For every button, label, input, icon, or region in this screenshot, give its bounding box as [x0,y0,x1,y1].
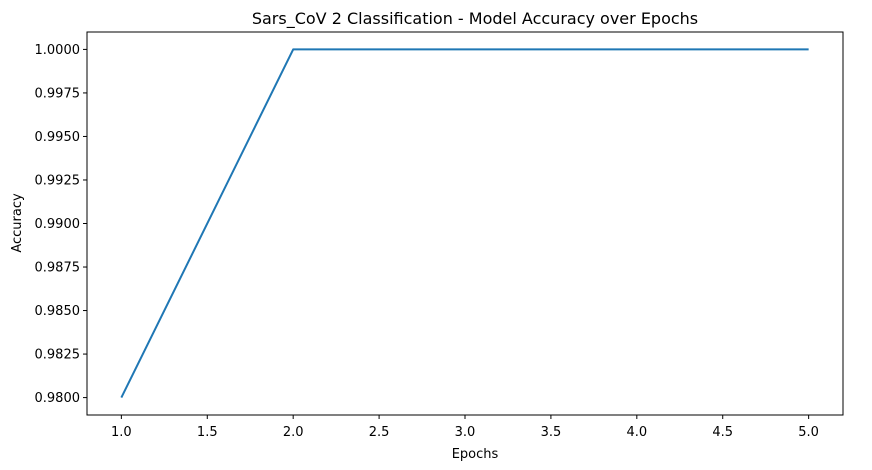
y-tick-label: 0.9950 [35,130,81,145]
y-axis-label: Accuracy [10,193,25,253]
y-tick-label: 0.9850 [35,304,81,319]
y-tick-label: 0.9800 [35,391,81,406]
plot-frame [86,31,844,416]
y-tick-label: 0.9925 [35,173,81,188]
y-tick-label: 0.9875 [35,261,81,276]
y-axis: 0.9800 0.9825 0.9850 0.9875 0.9900 0.9925 0.99… [35,43,87,406]
y-tick-label: 0.9975 [35,86,81,101]
x-tick-label: 4.0 [626,425,647,440]
x-tick-label: 1.5 [197,425,218,440]
chart-title: Sars_CoV 2 Classification - Model Accura… [252,9,698,29]
x-tick-label: 2.0 [283,425,304,440]
accuracy-series-line [120,48,809,399]
x-tick-label: 4.5 [712,425,733,440]
plot-area [86,31,844,416]
y-tick-label: 0.9900 [35,217,81,232]
x-tick-label: 2.5 [369,425,390,440]
y-tick-label: 0.9825 [35,348,81,363]
x-tick-label: 3.5 [541,425,562,440]
series-layer [120,48,809,399]
x-axis-label: Epochs [452,447,499,462]
x-axis: 1.0 1.5 2.0 2.5 3.0 3.5 4.0 4.5 5.0 [111,415,819,440]
x-tick-label: 5.0 [798,425,819,440]
x-tick-label: 3.0 [455,425,476,440]
x-tick-label: 1.0 [111,425,132,440]
y-tick-label: 1.0000 [35,43,81,58]
